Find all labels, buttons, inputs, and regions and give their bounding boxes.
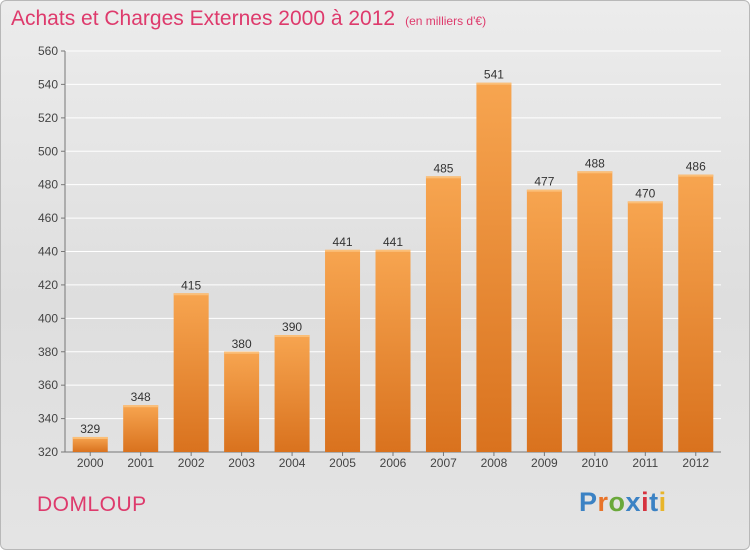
bar-highlight [224, 351, 260, 354]
x-tick-label: 2003 [228, 456, 255, 470]
bar-2001 [123, 405, 159, 452]
city-name: DOMLOUP [37, 493, 147, 516]
x-tick-label: 2000 [77, 456, 104, 470]
value-label: 488 [585, 156, 605, 170]
x-tick-label: 2012 [682, 456, 709, 470]
bar-highlight [476, 82, 512, 85]
bar-2008 [476, 82, 512, 452]
proxiti-logo: Proxiti [579, 487, 667, 518]
logo-letter: x [625, 487, 642, 517]
bar-2004 [274, 335, 310, 452]
bar-2000 [72, 436, 108, 452]
bar-highlight [173, 293, 209, 296]
x-tick-label: 2007 [430, 456, 457, 470]
bar-2005 [325, 249, 361, 452]
value-labels: 329 348 415 380 390 441 441 485 541 477 488 470 486 [80, 68, 706, 436]
bar-highlight [72, 436, 108, 439]
x-tick-label: 2004 [279, 456, 306, 470]
x-tick-label: 2001 [127, 456, 154, 470]
value-label: 348 [131, 390, 151, 404]
y-tick-label: 360 [38, 378, 58, 392]
x-tick-label: 2008 [481, 456, 508, 470]
y-tick-label: 340 [38, 412, 58, 426]
y-tick-label: 320 [38, 445, 58, 459]
bar-highlight [526, 189, 562, 192]
chart-subtitle: (en milliers d'€) [405, 14, 487, 28]
y-tick-label: 460 [38, 211, 58, 225]
value-label: 329 [80, 422, 100, 436]
bar-2010 [577, 171, 613, 453]
logo-letter: t [649, 487, 659, 517]
bar-highlight [678, 174, 714, 177]
bar-highlight [274, 335, 310, 338]
y-tick-label: 420 [38, 278, 58, 292]
bar-highlight [375, 249, 411, 252]
chart-title: Achats et Charges Externes 2000 à 2012 (e… [11, 7, 486, 31]
bar-2003 [224, 351, 260, 452]
value-label: 486 [686, 160, 706, 174]
axes: 320 340 360 380 400 420 440 460 480 500 520 540 560 2… [38, 44, 721, 470]
x-tick-label: 2009 [531, 456, 558, 470]
bar-2007 [425, 176, 461, 452]
chart-title-text: Achats et Charges Externes 2000 à 2012 [11, 7, 396, 30]
y-tick-label: 520 [38, 111, 58, 125]
logo-letter: i [641, 487, 650, 517]
x-tick-label: 2010 [581, 456, 608, 470]
value-label: 441 [383, 235, 403, 249]
y-tick-label: 540 [38, 77, 58, 91]
y-tick-label: 400 [38, 311, 58, 325]
value-label: 441 [333, 235, 353, 249]
x-tick-label: 2006 [380, 456, 407, 470]
bar-2011 [627, 201, 663, 452]
value-label: 415 [181, 278, 201, 292]
logo-letter: i [658, 487, 667, 517]
y-tick-label: 560 [38, 44, 58, 58]
y-tick-label: 380 [38, 345, 58, 359]
logo-letter: o [608, 487, 626, 517]
bar-2012 [678, 174, 714, 452]
value-label: 485 [433, 161, 453, 175]
logo-letter: P [579, 487, 598, 517]
x-tick-label: 2011 [632, 456, 658, 470]
y-tick-label: 500 [38, 144, 58, 158]
bar-highlight [425, 176, 461, 179]
bar-2009 [526, 189, 562, 452]
bar-2002 [173, 293, 209, 452]
value-label: 470 [635, 186, 655, 200]
value-label: 541 [484, 68, 504, 82]
bar-highlight [627, 201, 663, 204]
bar-highlight [123, 405, 159, 408]
value-label: 380 [232, 337, 252, 351]
bar-2006 [375, 249, 411, 452]
logo-letter: r [597, 487, 609, 517]
y-tick-label: 440 [38, 245, 58, 259]
bar-highlight [577, 171, 613, 174]
y-tick-label: 480 [38, 178, 58, 192]
x-tick-label: 2005 [329, 456, 356, 470]
value-label: 477 [534, 175, 554, 189]
bars [72, 82, 714, 453]
x-tick-label: 2002 [178, 456, 205, 470]
value-label: 390 [282, 320, 302, 334]
bar-highlight [325, 249, 361, 252]
